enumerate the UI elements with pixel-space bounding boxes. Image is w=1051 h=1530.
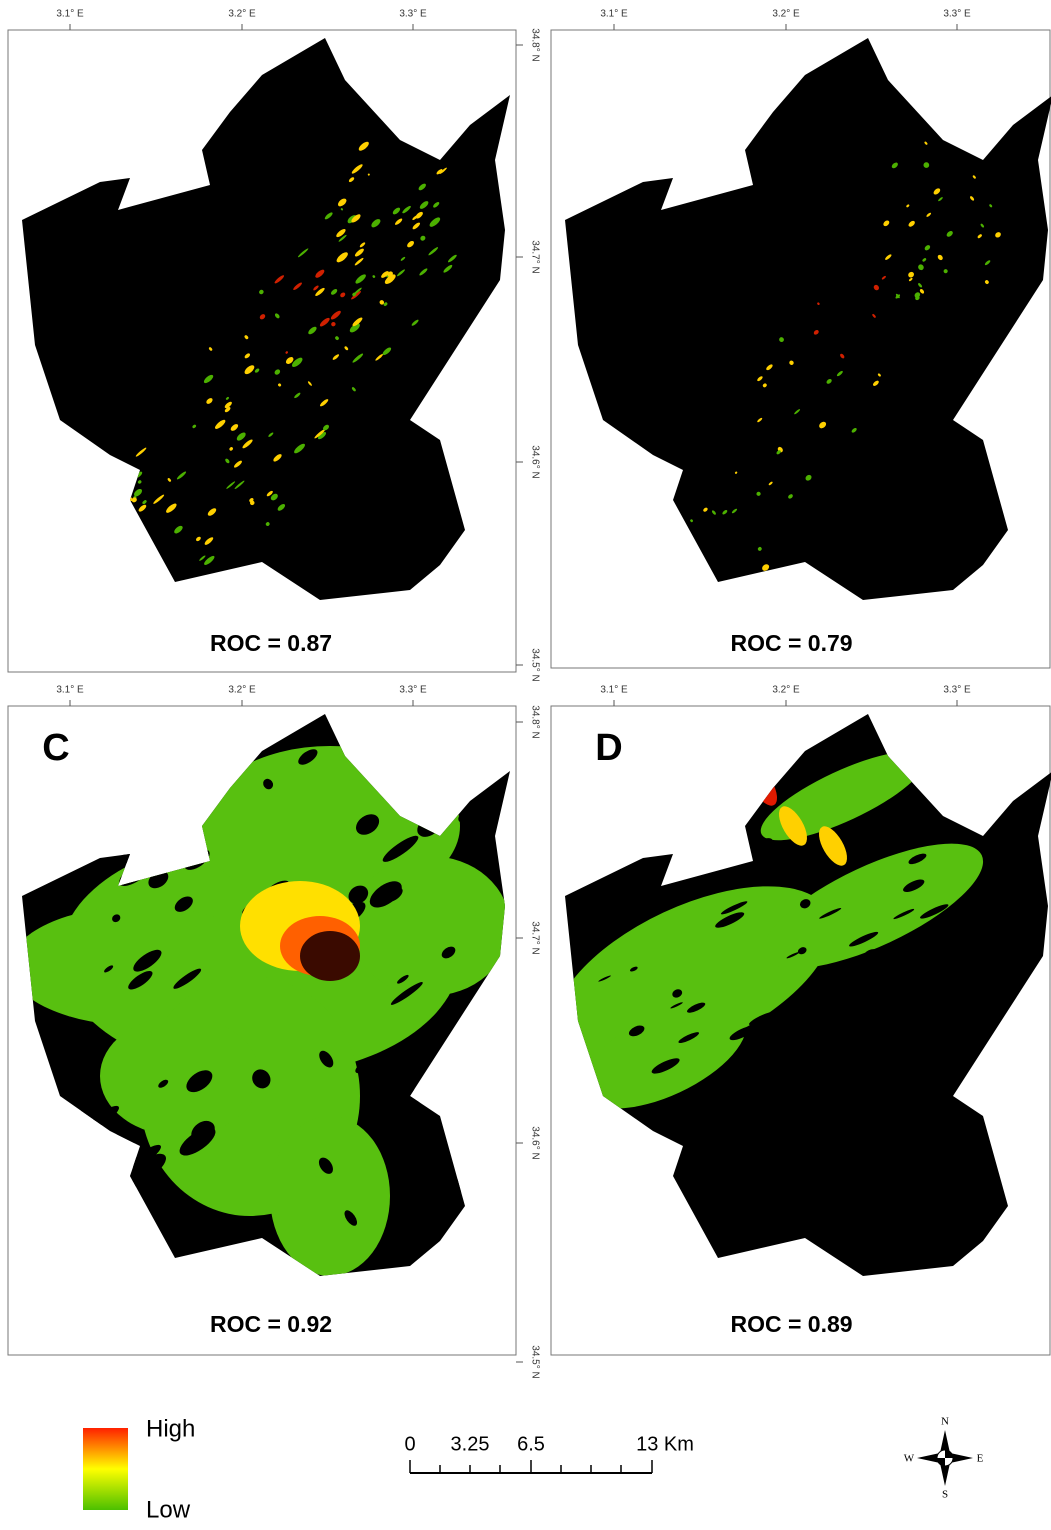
latitude-label: 34.7° N bbox=[529, 921, 540, 954]
compass-n: N bbox=[941, 1416, 949, 1428]
low-zone bbox=[350, 856, 510, 996]
latitude-label: 34.8° N bbox=[529, 28, 540, 61]
panel-label: A bbox=[42, 51, 69, 93]
map-panel: D ROC = 0.89 3.1° E 3.2° E 3.3° E bbox=[527, 685, 1051, 1355]
legend-high: High bbox=[146, 1415, 195, 1442]
longitude-label: 3.3° E bbox=[399, 9, 427, 20]
latitude-label: 34.5° N bbox=[529, 648, 540, 681]
legend-ramp bbox=[83, 1428, 128, 1510]
compass-e: E bbox=[977, 1453, 984, 1465]
latitude-label: 34.7° N bbox=[529, 240, 540, 273]
low-zone bbox=[100, 1016, 260, 1136]
roc-label: ROC = 0.89 bbox=[730, 1311, 852, 1337]
latitude-label: 34.5° N bbox=[529, 1345, 540, 1378]
legend: High Low bbox=[83, 1415, 195, 1523]
scale-bar: 0 3.25 6.5 13 Km bbox=[404, 1433, 693, 1473]
scale-label: 6.5 bbox=[517, 1433, 545, 1455]
compass-s: S bbox=[942, 1489, 948, 1501]
compass: N S E W bbox=[904, 1416, 984, 1501]
longitude-label: 3.1° E bbox=[56, 685, 84, 696]
low-zone bbox=[270, 1116, 390, 1276]
longitude-label: 3.2° E bbox=[772, 685, 800, 696]
scale-label: 0 bbox=[404, 1433, 415, 1455]
panel-label: C bbox=[42, 727, 69, 769]
longitude-label: 3.3° E bbox=[943, 685, 971, 696]
roc-label: ROC = 0.92 bbox=[210, 1311, 332, 1337]
longitude-label: 3.1° E bbox=[600, 9, 628, 20]
scale-label: 3.25 bbox=[451, 1433, 490, 1455]
scale-label: 13 Km bbox=[636, 1433, 694, 1455]
longitude-label: 3.1° E bbox=[600, 685, 628, 696]
panel-label: B bbox=[595, 51, 622, 93]
latitude-label: 34.8° N bbox=[529, 705, 540, 738]
latitude-label: 34.6° N bbox=[529, 445, 540, 478]
high-zone bbox=[300, 931, 360, 981]
map-panel: A ROC = 0.87 3.1° E 3.2° E 3.3° E 34.8° N 34.7… bbox=[8, 9, 540, 682]
legend-low: Low bbox=[146, 1496, 191, 1523]
longitude-label: 3.1° E bbox=[56, 9, 84, 20]
roc-label: ROC = 0.79 bbox=[730, 630, 852, 656]
longitude-label: 3.2° E bbox=[228, 685, 256, 696]
latitude-label: 34.6° N bbox=[529, 1126, 540, 1159]
longitude-label: 3.2° E bbox=[228, 9, 256, 20]
figure: High Low 0 3.25 6.5 13 Km N S E W A ROC =… bbox=[0, 0, 1051, 1525]
panel-label: D bbox=[595, 727, 622, 769]
map-panel: C ROC = 0.92 3.1° E 3.2° E 3.3° E 34.8° N 34.7… bbox=[8, 685, 540, 1379]
longitude-label: 3.2° E bbox=[772, 9, 800, 20]
roc-label: ROC = 0.87 bbox=[210, 630, 332, 656]
map-panel: B ROC = 0.79 3.1° E 3.2° E 3.3° E bbox=[551, 9, 1051, 668]
longitude-label: 3.3° E bbox=[399, 685, 427, 696]
longitude-label: 3.3° E bbox=[943, 9, 971, 20]
compass-w: W bbox=[904, 1453, 915, 1465]
